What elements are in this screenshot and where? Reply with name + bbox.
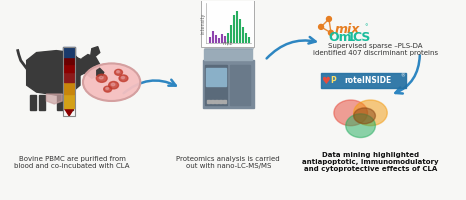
Ellipse shape [346, 114, 376, 138]
Polygon shape [64, 108, 74, 116]
Text: 1: 1 [347, 31, 356, 44]
Polygon shape [67, 95, 73, 110]
Text: Supervised sparse –PLS-DA
identified 407 discriminant proteins: Supervised sparse –PLS-DA identified 407… [313, 43, 438, 56]
Ellipse shape [334, 100, 368, 126]
Bar [206, 65, 227, 105]
Ellipse shape [354, 100, 387, 126]
Text: roteINSIDE: roteINSIDE [345, 76, 392, 85]
Polygon shape [72, 58, 86, 75]
Bar [64, 57, 74, 64]
Text: Om: Om [328, 31, 352, 44]
Ellipse shape [111, 83, 115, 86]
Circle shape [327, 17, 331, 21]
Ellipse shape [96, 74, 107, 82]
Bar [200, 0, 254, 47]
Bar [321, 73, 406, 88]
Text: intensity: intensity [200, 12, 205, 34]
Ellipse shape [122, 76, 124, 79]
Polygon shape [97, 68, 104, 77]
Circle shape [329, 30, 333, 35]
Bar [64, 82, 74, 94]
Bar [205, 49, 252, 60]
Bar [64, 64, 74, 72]
Bar [230, 65, 250, 105]
Ellipse shape [99, 76, 103, 79]
Ellipse shape [109, 81, 118, 89]
Ellipse shape [116, 71, 119, 73]
Ellipse shape [119, 75, 128, 82]
Polygon shape [205, 47, 254, 49]
Polygon shape [27, 51, 80, 95]
Ellipse shape [354, 108, 376, 124]
Ellipse shape [83, 63, 140, 101]
Ellipse shape [115, 69, 123, 75]
Polygon shape [82, 55, 100, 78]
Polygon shape [91, 47, 100, 58]
Text: m/z: m/z [222, 41, 233, 46]
Polygon shape [40, 95, 45, 110]
Text: Bovine PBMC are purified from
blood and co-incubated with CLA: Bovine PBMC are purified from blood and … [14, 156, 130, 169]
Polygon shape [30, 95, 35, 110]
Text: mix: mix [335, 23, 360, 36]
Polygon shape [57, 95, 63, 110]
Text: Data mining highlighted
antiapoptotic, immunomodulatory
and cytoprotective effec: Data mining highlighted antiapoptotic, i… [302, 152, 439, 172]
Ellipse shape [106, 87, 109, 89]
Text: ®: ® [401, 74, 405, 79]
Text: P: P [330, 76, 336, 85]
Text: °: ° [364, 24, 368, 30]
Bar [200, 0, 254, 47]
Text: ♥: ♥ [321, 76, 329, 86]
Bar [207, 100, 211, 103]
Bar [223, 100, 226, 103]
Text: CS: CS [353, 31, 371, 44]
Bar [63, 47, 75, 57]
Bar [215, 100, 218, 103]
Bar [212, 100, 214, 103]
Text: Proteomics analysis is carried
out with nano-LC-MS/MS: Proteomics analysis is carried out with … [177, 156, 280, 169]
Bar [206, 68, 226, 86]
Polygon shape [47, 94, 62, 104]
Ellipse shape [104, 86, 112, 92]
Bar [64, 72, 74, 82]
Bar [64, 94, 74, 108]
Bar [203, 60, 254, 108]
Circle shape [319, 24, 323, 29]
Bar [219, 100, 222, 103]
